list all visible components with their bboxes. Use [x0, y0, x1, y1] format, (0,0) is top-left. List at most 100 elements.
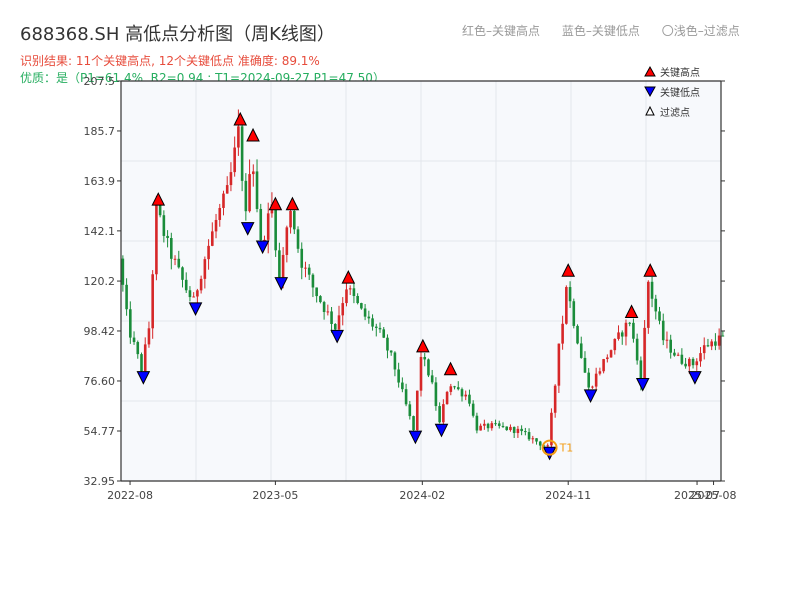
candle-body: [389, 350, 393, 353]
legend-filtered-label: 过滤点: [660, 106, 690, 119]
x-tick-label: 2022-08: [107, 489, 153, 502]
key-high-marker: [341, 269, 356, 284]
candle-body: [471, 403, 475, 416]
candle-body: [412, 416, 415, 431]
candle-body: [665, 339, 669, 341]
candle-body: [233, 147, 236, 173]
candle-body: [535, 438, 538, 442]
key-high-marker: [268, 196, 283, 211]
candle-body: [263, 239, 266, 241]
candle-body: [460, 389, 464, 397]
candle-body: [333, 323, 337, 330]
status-line: 识别结果: 11个关键高点, 12个关键低点 准确度: 89.1%: [20, 54, 320, 68]
candle-body: [382, 329, 386, 338]
candle-body: [587, 372, 591, 388]
candle-body: [557, 343, 561, 386]
y-tick-label: 32.95: [84, 475, 116, 488]
top-legend-red: 红色–关键高点: [462, 24, 541, 38]
key-high-marker: [151, 192, 166, 206]
candle-body: [632, 322, 635, 339]
candle-body: [553, 385, 557, 413]
key-low-marker: [188, 302, 203, 316]
candle-body: [647, 281, 650, 328]
candle-body: [345, 289, 348, 304]
key-low-marker: [583, 389, 598, 404]
candle-body: [292, 210, 296, 230]
candle-body: [486, 423, 490, 429]
candle-body: [240, 126, 244, 181]
key-low-marker: [635, 377, 650, 392]
candle-body: [561, 323, 564, 344]
candle-body: [162, 215, 166, 236]
legend-low-label: 关键低点: [660, 86, 700, 99]
candle-body: [699, 353, 702, 362]
candle-body: [155, 201, 158, 275]
candle-body: [624, 322, 628, 337]
candle-body: [322, 302, 326, 313]
candle-body: [527, 432, 531, 440]
candle-body: [378, 327, 382, 330]
candle-body: [218, 207, 222, 220]
candle-body: [300, 248, 304, 268]
candle-body: [125, 284, 128, 310]
candle-body: [516, 428, 520, 434]
candle-body: [367, 316, 371, 319]
key-low-marker: [408, 430, 423, 445]
candle-body: [248, 174, 251, 212]
candle-body: [151, 274, 154, 329]
candle-body: [244, 180, 248, 212]
candle-body: [259, 208, 263, 241]
candle-body: [579, 343, 583, 358]
candle-body: [337, 315, 341, 330]
candle-body: [509, 426, 512, 431]
candle-body: [710, 341, 713, 347]
candle-body: [576, 325, 579, 344]
candle-body: [158, 201, 162, 216]
candle-body: [475, 415, 479, 431]
candle-body: [319, 296, 322, 303]
candle-body: [714, 341, 717, 346]
x-tick-label: 2025-08: [691, 489, 737, 502]
markers: T1: [136, 111, 702, 461]
candle-body: [628, 322, 631, 324]
candle-body: [289, 210, 292, 228]
candle-body: [594, 373, 598, 387]
candle-body: [442, 404, 445, 423]
candle-body: [524, 431, 527, 433]
candle-body: [393, 352, 397, 370]
t1-ring: [541, 439, 558, 456]
key-low-marker: [240, 222, 255, 236]
key-high-marker: [643, 263, 658, 277]
grid-lines: [121, 81, 721, 481]
candle-body: [266, 213, 270, 240]
candle-body: [609, 350, 613, 358]
candle-body: [132, 337, 136, 343]
y-tick-label: 163.9: [84, 175, 116, 188]
key-high-marker: [416, 338, 430, 353]
y-tick-label: 76.60: [84, 375, 116, 388]
key-high-marker: [443, 361, 458, 376]
key-low-marker: [330, 329, 344, 344]
candle-body: [606, 357, 609, 360]
candle-body: [643, 327, 646, 385]
candle-body: [170, 238, 173, 259]
candle-body: [591, 386, 594, 388]
candle-body: [613, 338, 617, 351]
chart-title: 688368.SH 高低点分析图（周K线图）: [20, 24, 335, 45]
y-tick-label: 207.5: [84, 75, 116, 88]
key-low-marker: [434, 423, 449, 438]
candle-body: [490, 423, 494, 429]
candle-body: [456, 387, 460, 390]
candle-body: [326, 311, 330, 313]
candle-body: [702, 345, 706, 354]
candles: [121, 109, 725, 451]
candle-body: [173, 258, 177, 260]
candle-body: [520, 428, 523, 432]
candle-body: [598, 371, 602, 374]
candle-body: [147, 328, 151, 345]
y-tick-label: 54.77: [84, 425, 116, 438]
candle-body: [311, 274, 315, 288]
candle-body: [717, 335, 721, 346]
